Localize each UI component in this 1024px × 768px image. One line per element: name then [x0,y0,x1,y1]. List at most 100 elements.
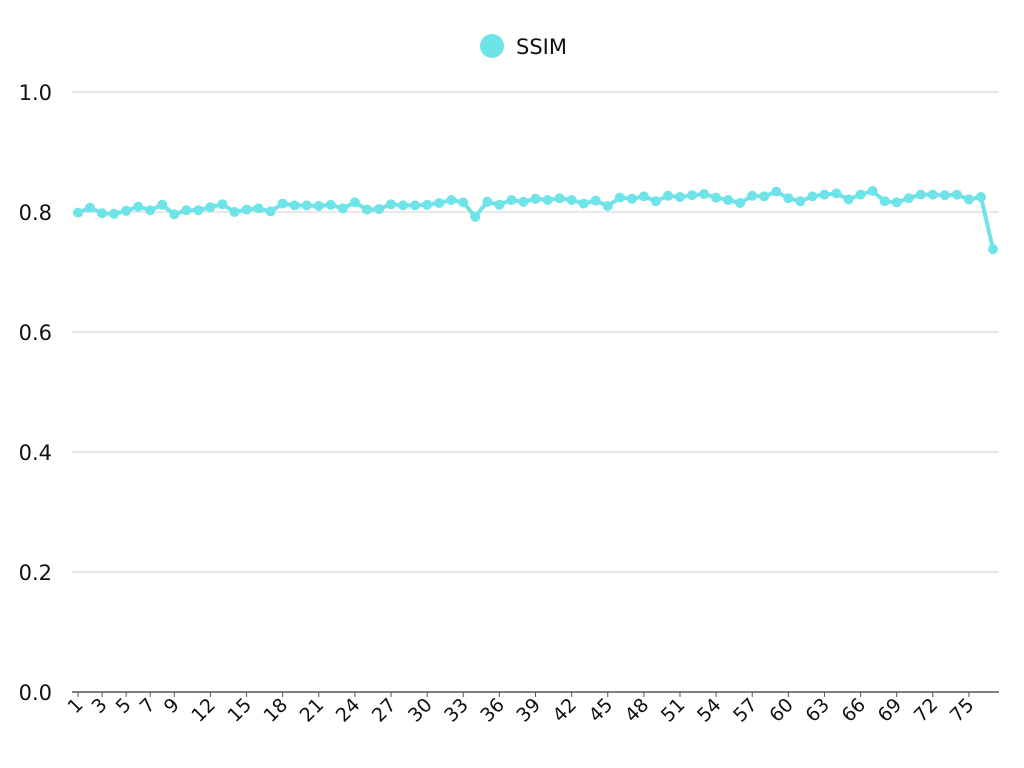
data-point [747,190,758,201]
data-point [133,201,144,212]
x-tick-label: 18 [260,694,293,727]
data-point [229,207,240,217]
data-point [169,209,180,220]
series-ssim [73,186,998,255]
data-point [542,195,553,205]
data-point [699,189,710,199]
data-point [121,205,132,216]
data-point [434,198,445,208]
data-point [903,193,914,204]
data-point [325,199,336,210]
data-point [650,196,661,207]
data-point [205,202,216,213]
x-axis-ticks: 1 3 5 7 9 12 15 18 21 24 27 30 33 36 39 42 45 48 51 54 57 60 6… [63,692,978,727]
data-point [73,207,83,218]
data-point [927,189,938,200]
x-tick-label: 33 [440,694,473,727]
data-point [313,201,324,211]
data-point [867,186,878,196]
data-point [735,198,746,208]
x-tick-label: 9 [160,694,184,718]
legend-label-ssim: SSIM [516,35,567,59]
data-point [277,198,288,209]
data-point [687,190,698,201]
data-point [217,199,228,210]
data-point [193,205,204,216]
data-point [795,196,806,207]
data-point [975,192,986,202]
grid [72,91,999,573]
x-tick-label: 12 [187,694,220,727]
data-point [530,193,541,204]
data-point [337,203,348,214]
x-tick-label: 45 [585,694,618,727]
data-point [458,197,469,208]
y-tick-label: 1.0 [19,81,52,105]
x-tick-label: 7 [136,694,160,718]
data-point [145,205,156,216]
data-point [771,186,782,197]
x-tick-label: 24 [332,694,365,727]
data-point [97,208,108,219]
x-tick-label: 75 [946,694,979,727]
data-point [963,194,974,205]
data-point [494,199,505,210]
data-point [398,200,409,211]
legend: SSIM [480,34,567,59]
x-tick-label: 57 [729,694,762,727]
x-tick-label: 63 [801,694,834,727]
data-point [253,203,264,214]
data-point [446,195,457,205]
y-tick-label: 0.8 [19,201,52,225]
x-tick-label: 1 [63,694,87,718]
data-point [807,191,818,202]
data-point [265,206,276,217]
x-tick-label: 36 [476,694,509,727]
data-point [181,205,192,216]
data-point [301,200,312,211]
data-point [879,196,890,207]
data-point [241,204,252,215]
data-point [831,188,842,199]
x-tick-label: 21 [296,694,329,727]
data-point [988,244,998,255]
data-point [578,198,589,209]
x-tick-label: 27 [368,694,401,727]
data-point [614,192,625,203]
data-point [783,193,794,204]
data-point [915,189,926,200]
data-point [759,191,770,202]
data-point [638,191,649,202]
x-tick-label: 5 [112,694,136,718]
data-point [566,195,577,205]
data-point [939,190,950,201]
data-point [891,197,902,208]
x-tick-label: 51 [657,694,690,727]
x-tick-label: 69 [874,694,907,727]
data-point [361,204,372,215]
data-point [711,192,722,203]
x-tick-label: 60 [765,694,798,727]
y-axis-ticks: 0.0 0.2 0.4 0.6 0.8 1.0 [19,81,52,705]
data-point [349,197,360,208]
data-point [422,199,433,210]
y-tick-label: 0.0 [19,681,52,705]
data-point [470,211,481,222]
x-tick-label: 39 [512,694,545,727]
data-point [855,189,866,200]
data-point [386,199,397,210]
x-tick-label: 15 [223,694,256,727]
data-point [410,200,421,211]
x-tick-label: 30 [404,694,437,727]
data-point [662,190,673,201]
data-point [506,195,517,205]
x-tick-label: 3 [88,694,112,718]
x-tick-label: 72 [910,694,943,727]
data-point [85,202,96,213]
data-point [518,196,529,207]
x-tick-label: 54 [693,694,726,727]
data-point [626,193,637,204]
x-tick-label: 48 [621,694,654,727]
data-point [590,195,601,206]
